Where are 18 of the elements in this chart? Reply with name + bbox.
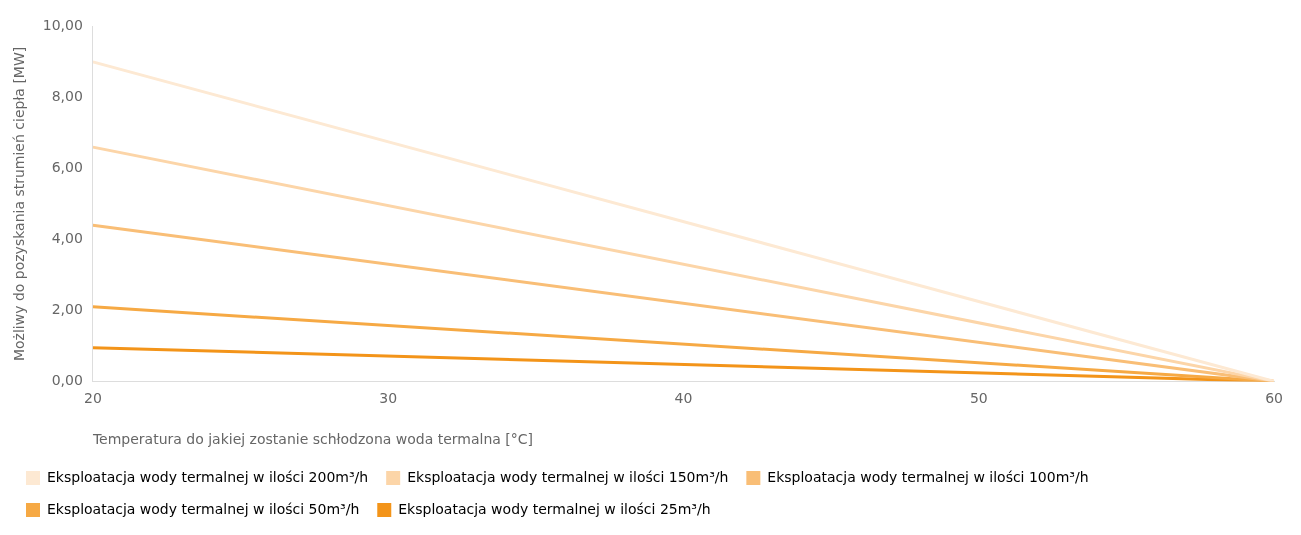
x-tick-label: 20 [83, 390, 102, 407]
y-tick-label: 8,00 [51, 88, 83, 105]
x-tick-label: 40 [674, 390, 693, 407]
legend-label: Eksploatacja wody termalnej w ilości 200m³/h [47, 468, 369, 485]
x-tick-label: 60 [1265, 390, 1284, 407]
x-tick-label: 30 [379, 390, 398, 407]
legend-label: Eksploatacja wody termalnej w ilości 25m³/h [398, 500, 711, 517]
x-tick-label: 50 [969, 390, 988, 407]
legend-label: Eksploatacja wody termalnej w ilości 50m³/h [47, 500, 360, 517]
y-tick-label: 6,00 [51, 159, 83, 176]
y-tick-label: 2,00 [51, 301, 83, 318]
y-axis-title: Możliwy do pozyskania strumień ciepła [MW] [11, 46, 28, 362]
y-tick-label: 4,00 [51, 230, 83, 247]
x-axis-title: Temperatura do jakiej zostanie schłodzona woda termalna [°C] [91, 431, 534, 448]
y-tick-label: 0,00 [51, 372, 83, 389]
y-tick-label: 10,00 [42, 17, 83, 34]
legend-label: Eksploatacja wody termalnej w ilości 150m³/h [407, 468, 729, 485]
legend-label: Eksploatacja wody termalnej w ilości 100m³/h [767, 468, 1089, 485]
